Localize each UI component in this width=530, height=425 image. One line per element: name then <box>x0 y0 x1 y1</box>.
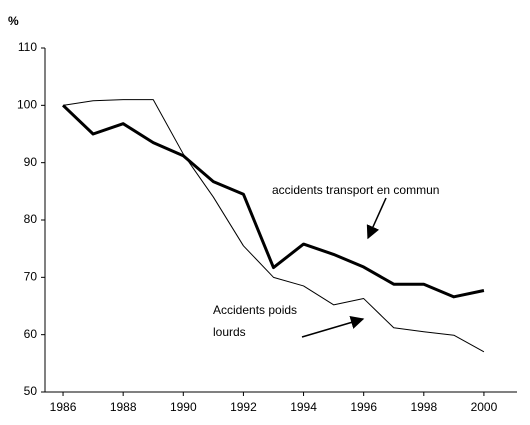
line-series <box>62 99 485 353</box>
x-tick-label: 1986 <box>50 400 77 414</box>
y-tick-label: 110 <box>18 40 37 54</box>
y-tick-label: 100 <box>17 98 37 112</box>
x-tick-label: 1996 <box>350 400 377 414</box>
arrow <box>301 315 365 338</box>
annotation: Accidents poids <box>213 303 297 317</box>
x-tick-label: 1994 <box>290 400 317 414</box>
annotation: accidents transport en commun <box>272 183 439 197</box>
annotation: lourds <box>213 325 246 339</box>
y-axis-label: % <box>8 14 19 28</box>
y-tick-label: 80 <box>24 212 38 226</box>
arrow <box>366 197 387 240</box>
x-tick-label: 1998 <box>410 400 437 414</box>
x-tick-label: 2000 <box>471 400 498 414</box>
y-tick-label: 50 <box>24 384 38 398</box>
x-tick-label: 1992 <box>230 400 257 414</box>
x-tick-label: 1990 <box>170 400 197 414</box>
y-tick-label: 60 <box>24 327 38 341</box>
x-tick-label: 1988 <box>110 400 137 414</box>
line-series <box>62 104 485 299</box>
y-tick-label: 90 <box>24 155 38 169</box>
y-tick-label: 70 <box>24 270 38 284</box>
